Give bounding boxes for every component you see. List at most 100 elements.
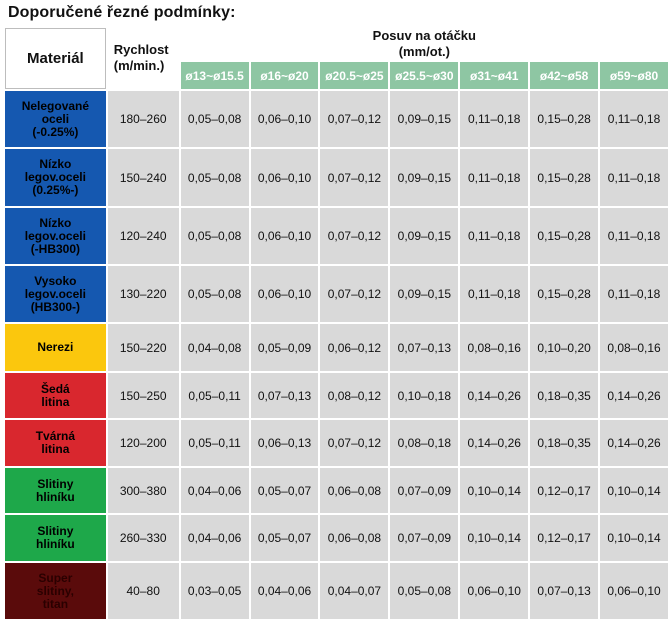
feed-cell: 0,11–0,18 (600, 149, 668, 206)
material-label-line: Šedá (41, 381, 70, 396)
material-label-line: oceli (41, 111, 70, 126)
diameter-header: ø42~ø58 (530, 62, 599, 89)
feed-cell: 0,07–0,13 (530, 563, 599, 619)
feed-cell: 0,06–0,08 (320, 468, 389, 513)
material-cell: Super slitiny, titan (5, 563, 106, 619)
feed-cell: 0,11–0,18 (460, 149, 529, 206)
feed-cell: 0,18–0,35 (530, 420, 599, 466)
feed-cell: 0,08–0,16 (460, 324, 529, 371)
feed-cell: 0,06–0,13 (250, 420, 319, 466)
material-label-line: Nízko (39, 215, 72, 230)
material-label-line: legov.oceli (24, 228, 86, 243)
feed-cell: 0,04–0,07 (320, 563, 389, 619)
feed-cell: 0,11–0,18 (600, 208, 668, 264)
speed-cell: 120–240 (107, 208, 179, 264)
speed-cell: 40–80 (107, 563, 179, 619)
table-row: Vysoko legov.oceli (HB300-) 130–220 0,05–0,0… (5, 266, 668, 322)
feed-cell: 0,04–0,06 (180, 515, 249, 561)
feed-cell: 0,05–0,08 (390, 563, 459, 619)
feed-cell: 0,11–0,18 (460, 208, 529, 264)
feed-cell: 0,09–0,15 (390, 208, 459, 264)
table-row: Nízko legov.oceli (0.25%-) 150–240 0,05–0,08… (5, 149, 668, 206)
material-cell: Šedá litina (5, 373, 106, 418)
material-header: Materiál (5, 28, 106, 89)
feed-cell: 0,05–0,08 (180, 208, 249, 264)
feed-cell: 0,11–0,18 (600, 91, 668, 147)
feed-cell: 0,10–0,18 (390, 373, 459, 418)
feed-cell: 0,08–0,16 (600, 324, 668, 371)
feed-cell: 0,07–0,12 (320, 208, 389, 264)
feed-cell: 0,07–0,13 (250, 373, 319, 418)
diameter-header: ø16~ø20 (250, 62, 319, 89)
feed-cell: 0,06–0,12 (320, 324, 389, 371)
table-row: Nízko legov.oceli (-HB300) 120–240 0,05–0,08… (5, 208, 668, 264)
feed-cell: 0,04–0,06 (180, 468, 249, 513)
feed-cell: 0,05–0,09 (250, 324, 319, 371)
feed-cell: 0,05–0,08 (180, 149, 249, 206)
material-label-line: (0.25%-) (32, 183, 79, 197)
material-cell: Slitiny hliníku (5, 515, 106, 561)
material-cell: Vysoko legov.oceli (HB300-) (5, 266, 106, 322)
feed-cell: 0,14–0,26 (460, 373, 529, 418)
diameter-header: ø59~ø80 (600, 62, 668, 89)
material-label-line: Slitiny (37, 476, 74, 491)
table-row: Slitiny hliníku 260–330 0,04–0,06 0,05–0,07 0… (5, 515, 668, 561)
table-row: Nelegované oceli (-0.25%) 180–260 0,05–0,08 0… (5, 91, 668, 147)
feed-cell: 0,14–0,26 (460, 420, 529, 466)
feed-cell: 0,08–0,12 (320, 373, 389, 418)
diameter-header: ø13~ø15.5 (180, 62, 249, 89)
feed-cell: 0,14–0,26 (600, 420, 668, 466)
material-label-line: legov.oceli (24, 286, 86, 301)
material-label-line: slitiny, (36, 583, 74, 598)
feed-cell: 0,08–0,18 (390, 420, 459, 466)
material-label-line: Nízko (39, 157, 72, 171)
feed-cell: 0,10–0,20 (530, 324, 599, 371)
table-row: Slitiny hliníku 300–380 0,04–0,06 0,05–0,07 0… (5, 468, 668, 513)
feed-cell: 0,07–0,09 (390, 515, 459, 561)
material-label-line: (-0.25%) (32, 124, 79, 139)
feed-cell: 0,10–0,14 (460, 468, 529, 513)
feed-cell: 0,07–0,12 (320, 149, 389, 206)
feed-cell: 0,12–0,17 (530, 515, 599, 561)
feed-cell: 0,06–0,10 (250, 266, 319, 322)
diameter-header-row: ø13~ø15.5 ø16~ø20 ø20.5~ø25 ø25.5~ø30 ø31~ø4… (5, 62, 668, 89)
feed-cell: 0,03–0,05 (180, 563, 249, 619)
material-label-line: hliníku (36, 489, 75, 504)
feed-cell: 0,09–0,15 (390, 266, 459, 322)
speed-cell: 260–330 (107, 515, 179, 561)
feed-cell: 0,07–0,13 (390, 324, 459, 371)
speed-cell: 150–220 (107, 324, 179, 371)
material-label-line: titan (42, 596, 69, 611)
material-label-line: Vysoko (34, 273, 77, 288)
material-cell: Nerezi (5, 324, 106, 371)
feed-header-line-2: (mm/ot.) (398, 44, 450, 59)
material-label-line: Super (38, 570, 73, 585)
feed-cell: 0,06–0,10 (460, 563, 529, 619)
speed-cell: 180–260 (107, 91, 179, 147)
table-row: Tvárná litina 120–200 0,05–0,11 0,06–0,13 0,0… (5, 420, 668, 466)
material-label-line: legov.oceli (24, 170, 86, 184)
diameter-header: ø20.5~ø25 (320, 62, 389, 89)
feed-cell: 0,06–0,10 (250, 149, 319, 206)
material-label-line: (HB300-) (30, 299, 81, 314)
diameter-header: ø31~ø41 (460, 62, 529, 89)
feed-cell: 0,07–0,09 (390, 468, 459, 513)
speed-header-line-2: (m/min.) (113, 58, 165, 73)
feed-cell: 0,11–0,18 (460, 266, 529, 322)
feed-cell: 0,15–0,28 (530, 149, 599, 206)
feed-cell: 0,05–0,07 (250, 468, 319, 513)
diameter-header: ø25.5~ø30 (390, 62, 459, 89)
feed-cell: 0,09–0,15 (390, 91, 459, 147)
feed-cell: 0,15–0,28 (530, 208, 599, 264)
feed-cell: 0,05–0,07 (250, 515, 319, 561)
table-row: Super slitiny, titan 40–80 0,03–0,05 0,04–0,0… (5, 563, 668, 619)
feed-cell: 0,04–0,06 (250, 563, 319, 619)
material-label-line: litina (41, 442, 70, 456)
page-title: Doporučené řezné podmínky: (8, 4, 236, 21)
feed-cell: 0,10–0,14 (460, 515, 529, 561)
table-row: Nerezi 150–220 0,04–0,08 0,05–0,09 0,06–0,12… (5, 324, 668, 371)
speed-cell: 120–200 (107, 420, 179, 466)
feed-cell: 0,05–0,11 (180, 373, 249, 418)
feed-cell: 0,06–0,10 (250, 91, 319, 147)
feed-cell: 0,05–0,11 (180, 420, 249, 466)
